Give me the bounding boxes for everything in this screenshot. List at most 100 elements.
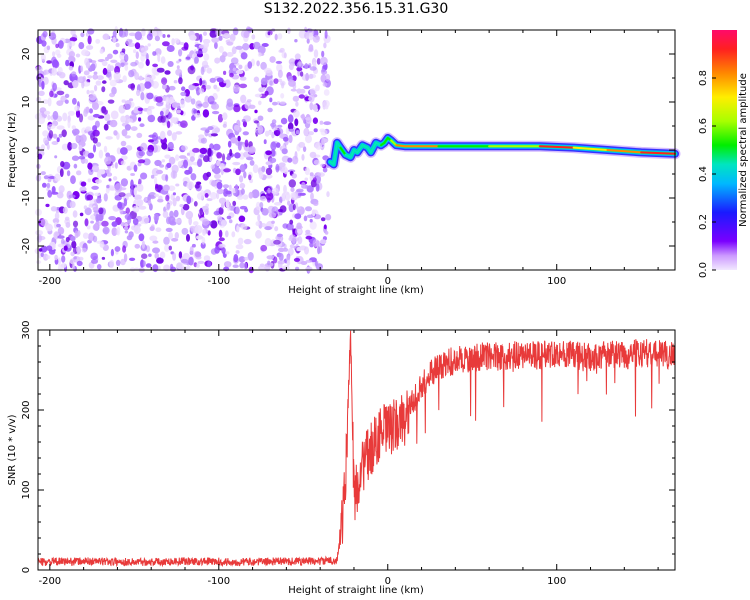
noise-speckle <box>51 141 59 145</box>
noise-speckle <box>173 209 179 218</box>
noise-speckle <box>296 247 302 252</box>
noise-speckle <box>146 92 154 100</box>
noise-speckle <box>234 184 239 193</box>
noise-speckle <box>164 244 170 252</box>
noise-speckle <box>102 67 108 76</box>
colorbar-gradient <box>712 30 737 270</box>
noise-speckle <box>301 182 306 189</box>
noise-speckle <box>237 237 244 245</box>
noise-speckle <box>317 246 321 255</box>
noise-speckle <box>129 257 136 261</box>
noise-speckle <box>230 137 238 144</box>
noise-speckle <box>192 147 200 153</box>
noise-speckle <box>269 97 273 103</box>
noise-speckle <box>186 181 194 190</box>
noise-speckle <box>96 75 104 81</box>
noise-speckle <box>248 104 256 110</box>
noise-speckle <box>226 155 231 161</box>
noise-speckle <box>290 187 295 193</box>
noise-speckle <box>78 145 83 152</box>
noise-speckle <box>180 258 189 264</box>
noise-speckle <box>196 181 202 185</box>
noise-speckle <box>81 49 90 56</box>
noise-speckle <box>61 129 67 138</box>
snr-series-line <box>37 330 676 568</box>
noise-speckle <box>155 96 163 103</box>
noise-speckle <box>130 126 138 131</box>
snr-panel: -200 -100 0 100 0 100 200 300 Height of straig… <box>7 320 676 596</box>
x-tick-label: 100 <box>547 576 566 587</box>
noise-speckle <box>265 174 273 179</box>
noise-speckle <box>216 192 220 200</box>
noise-speckle <box>134 42 141 50</box>
noise-speckle <box>48 32 57 40</box>
noise-speckle <box>206 198 213 202</box>
signal-track-segment <box>349 149 355 159</box>
noise-speckle <box>199 147 208 155</box>
noise-speckle <box>149 226 155 232</box>
noise-speckle <box>290 88 297 92</box>
noise-speckle <box>195 235 204 240</box>
noise-speckle <box>125 207 130 214</box>
noise-speckle <box>223 261 232 268</box>
noise-speckle <box>80 32 85 38</box>
noise-speckle <box>110 59 118 63</box>
noise-speckle <box>161 142 168 150</box>
noise-speckle <box>67 110 75 116</box>
noise-speckle <box>194 183 200 189</box>
noise-speckle <box>218 207 224 215</box>
noise-speckle <box>167 34 171 38</box>
noise-speckle <box>102 80 107 84</box>
noise-speckle <box>111 86 117 95</box>
noise-speckle <box>218 197 227 204</box>
noise-speckle <box>75 134 80 143</box>
noise-speckle <box>57 243 66 248</box>
noise-speckle <box>214 57 221 64</box>
noise-speckle <box>313 49 319 58</box>
noise-speckle <box>63 80 69 86</box>
noise-speckle <box>256 60 260 67</box>
noise-speckle <box>85 106 90 113</box>
noise-speckle <box>261 165 266 173</box>
noise-speckle <box>287 157 293 163</box>
noise-speckle <box>286 223 294 231</box>
noise-speckle <box>138 178 143 185</box>
noise-speckle <box>75 53 81 58</box>
noise-speckle <box>101 256 106 260</box>
noise-speckle <box>64 38 71 44</box>
noise-speckle <box>84 218 89 227</box>
noise-speckle <box>167 185 176 191</box>
noise-speckle <box>154 35 160 42</box>
noise-speckle <box>138 233 145 242</box>
noise-speckle <box>133 225 141 234</box>
noise-speckle <box>197 260 205 264</box>
noise-speckle <box>125 38 132 46</box>
noise-speckle <box>207 230 211 236</box>
noise-speckle <box>309 66 317 71</box>
noise-speckle <box>205 203 209 208</box>
noise-speckle <box>229 72 234 78</box>
noise-speckle <box>46 245 53 251</box>
noise-speckle <box>139 123 145 128</box>
noise-speckle <box>175 183 180 187</box>
noise-speckle <box>99 242 105 248</box>
noise-speckle <box>98 212 104 222</box>
noise-speckle <box>35 230 43 236</box>
noise-speckle <box>52 110 59 120</box>
noise-speckle <box>237 195 244 200</box>
noise-speckle <box>199 207 203 216</box>
noise-speckle <box>297 236 303 245</box>
noise-speckle <box>209 77 216 83</box>
noise-speckle <box>92 113 101 118</box>
signal-track-segment <box>640 151 676 155</box>
noise-speckle <box>105 169 110 174</box>
noise-speckle <box>175 195 181 202</box>
noise-speckle <box>103 145 108 153</box>
noise-speckle <box>203 53 210 61</box>
noise-speckle <box>92 206 99 212</box>
noise-speckle <box>141 240 145 250</box>
noise-speckle <box>198 88 205 94</box>
noise-speckle <box>179 99 186 109</box>
noise-speckle <box>270 141 277 151</box>
noise-speckle <box>195 263 200 268</box>
